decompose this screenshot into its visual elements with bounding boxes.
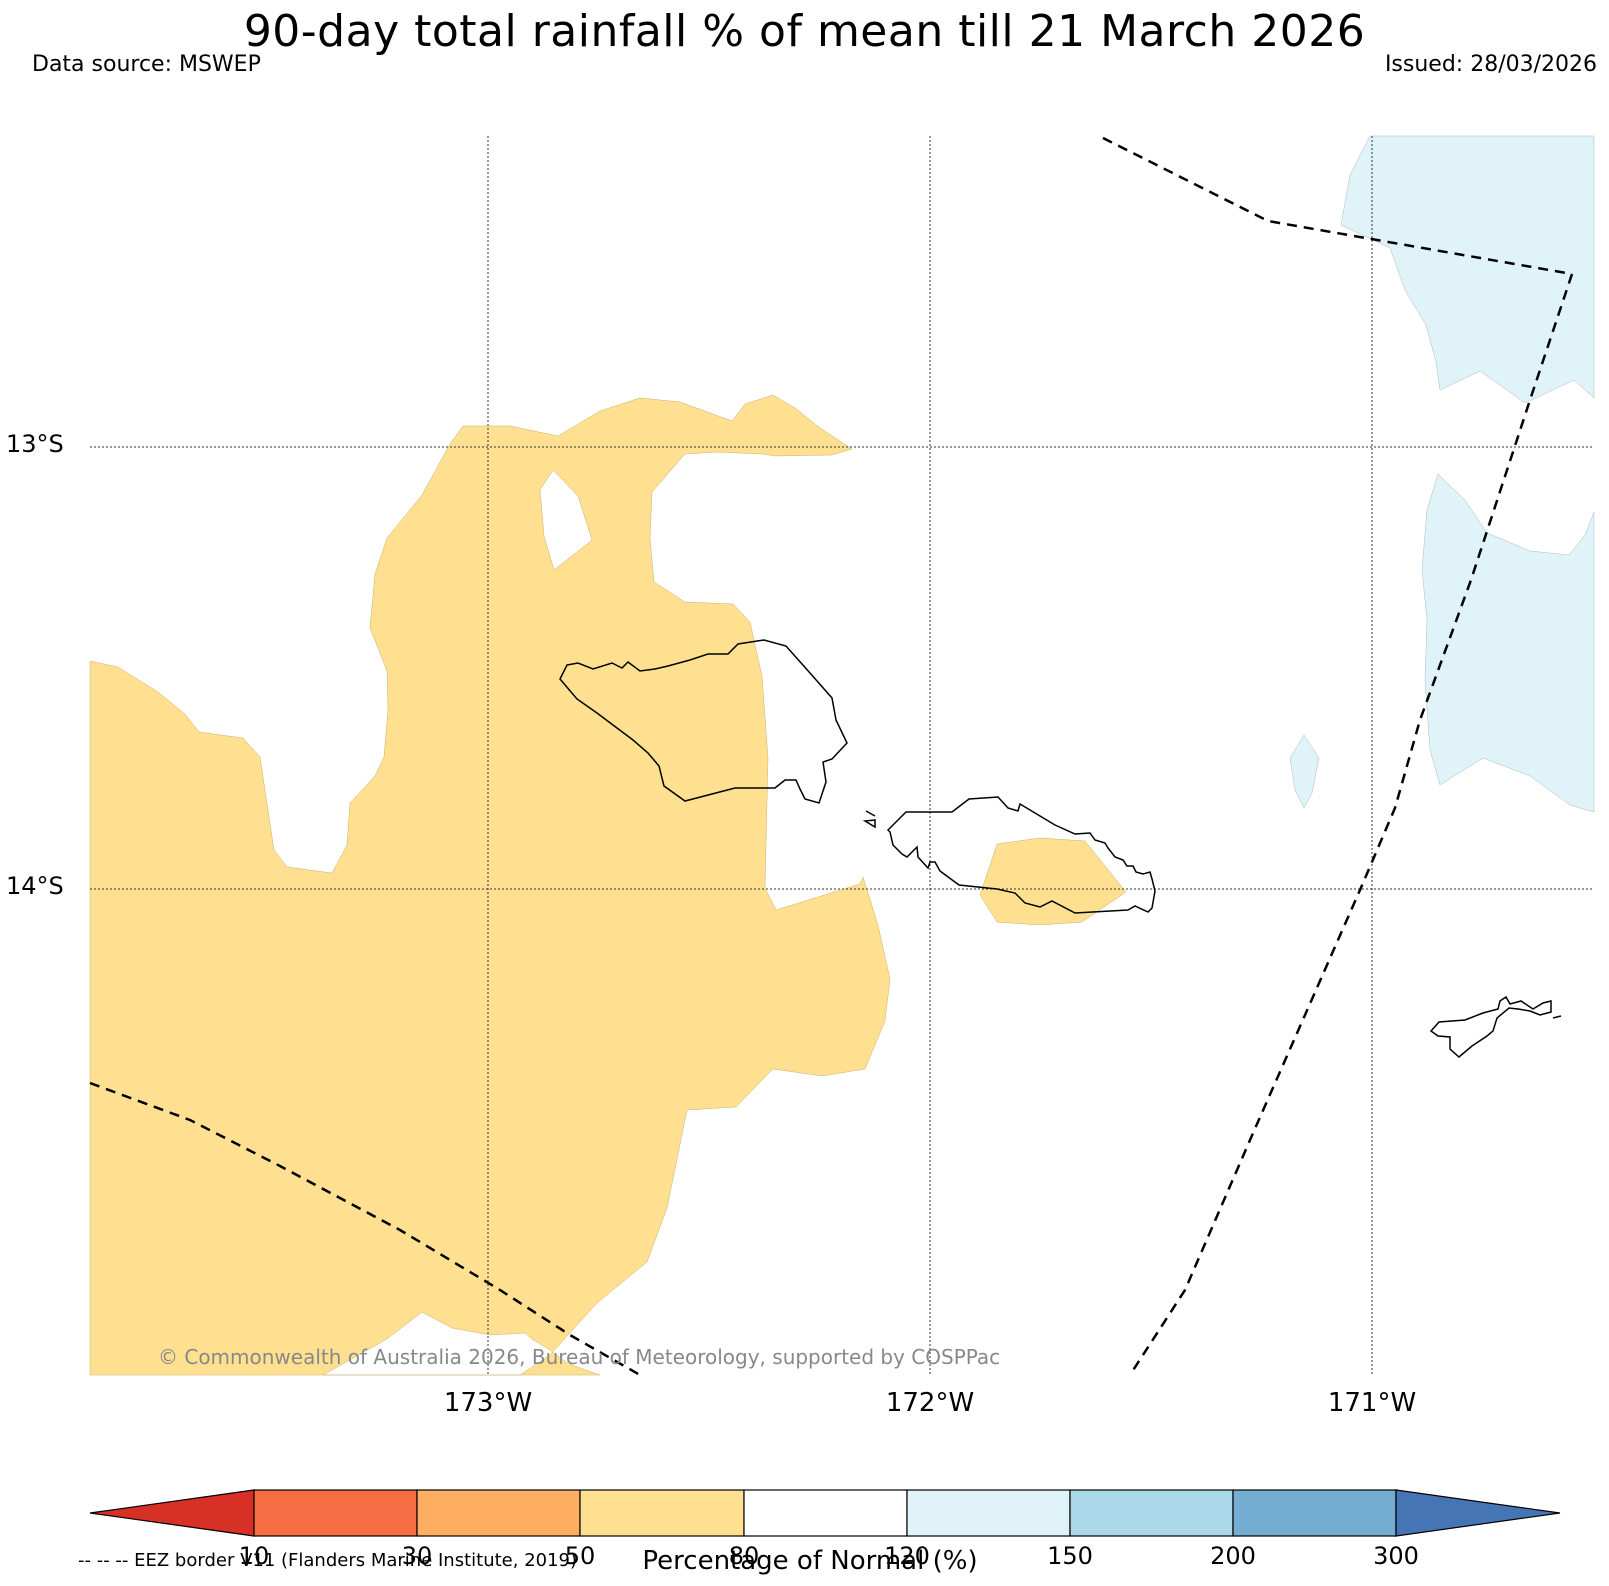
- lat-label-13s: 13°S: [6, 430, 64, 458]
- colorbar-bin-150-200: [1069, 1489, 1234, 1537]
- colorbar-tick-30: 30: [401, 1542, 433, 1570]
- colorbar-bin-80-120: [743, 1489, 908, 1537]
- copyright-notice: © Commonwealth of Australia 2026, Bureau…: [158, 1345, 1001, 1369]
- colorbar-tick-200: 200: [1210, 1542, 1256, 1570]
- colorbar-tick-150: 150: [1047, 1542, 1093, 1570]
- coastlines: [559, 639, 1562, 1058]
- colorbar-bin-30-50: [416, 1489, 581, 1537]
- colorbar-bin-120-150: [906, 1489, 1071, 1537]
- colorbar-tick-50: 50: [564, 1542, 596, 1570]
- tutuila-coastline: [1429, 995, 1562, 1058]
- eez-border-samoa-south: [89, 1081, 641, 1377]
- lon-label-173w: 173°W: [443, 1388, 533, 1418]
- issued-date: Issued: 28/03/2026: [1384, 52, 1597, 77]
- upolu-coastline: [862, 796, 1156, 914]
- eez-borders: [89, 136, 1574, 1377]
- colorbar: [89, 1489, 1561, 1537]
- colorbar-bin-10-30: [253, 1489, 418, 1537]
- eez-border-samoa-east: [1128, 273, 1574, 1376]
- colorbar-extend-high: [1395, 1489, 1561, 1537]
- above-normal-region-north: [1340, 135, 1595, 404]
- eez-border-note: -- -- -- EEZ border V11 (Flanders Marine…: [78, 1550, 578, 1571]
- colorbar-tick-120: 120: [884, 1542, 930, 1570]
- colorbar-bin-50-80: [579, 1489, 745, 1537]
- savaii-coastline: [559, 639, 848, 804]
- lon-label-171w: 171°W: [1327, 1388, 1417, 1418]
- colorbar-extend-low: [89, 1489, 255, 1537]
- colorbar-tick-300: 300: [1373, 1542, 1419, 1570]
- colorbar-bin-200-300: [1232, 1489, 1397, 1537]
- colorbar-title: Percentage of Normal (%): [642, 1546, 978, 1576]
- above-normal-patch: [1289, 734, 1320, 809]
- graticule: [90, 136, 1594, 1375]
- map-title: 90-day total rainfall % of mean till 21 …: [243, 6, 1366, 57]
- lat-label-14s: 14°S: [6, 872, 64, 900]
- above-normal-region-south: [1421, 473, 1595, 813]
- below-normal-patch: [979, 837, 1127, 926]
- lon-label-172w: 172°W: [885, 1388, 975, 1418]
- colorbar-tick-80: 80: [728, 1542, 760, 1570]
- colorbar-tick-10: 10: [238, 1542, 270, 1570]
- data-source: Data source: MSWEP: [32, 52, 261, 77]
- below-normal-region: [89, 394, 891, 1376]
